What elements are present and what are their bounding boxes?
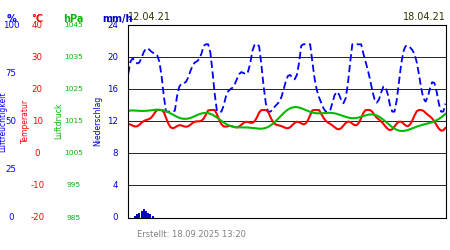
Text: 50: 50: [6, 117, 17, 126]
Text: 0: 0: [112, 213, 118, 222]
Bar: [140, 211, 143, 218]
Text: 18.04.21: 18.04.21: [403, 12, 446, 22]
Text: 40: 40: [32, 20, 43, 30]
Bar: [145, 211, 147, 218]
Text: mm/h: mm/h: [103, 14, 133, 24]
Text: 995: 995: [66, 182, 81, 188]
Bar: [152, 216, 153, 218]
Text: 1045: 1045: [64, 22, 83, 28]
Text: 0: 0: [35, 149, 40, 158]
Text: -10: -10: [30, 181, 45, 190]
Text: 10: 10: [32, 117, 43, 126]
Text: Luftfeuchtigkeit: Luftfeuchtigkeit: [0, 91, 7, 152]
Text: 985: 985: [66, 214, 81, 220]
Text: °C: °C: [32, 14, 43, 24]
Text: Erstellt: 18.09.2025 13:20: Erstellt: 18.09.2025 13:20: [137, 230, 246, 238]
Text: Luftdruck: Luftdruck: [54, 103, 63, 140]
Text: 4: 4: [112, 181, 118, 190]
Text: 30: 30: [32, 52, 43, 62]
Text: %: %: [6, 14, 16, 24]
Bar: [138, 213, 140, 218]
Bar: [149, 214, 152, 218]
Text: 1015: 1015: [64, 118, 83, 124]
Text: 24: 24: [107, 20, 118, 30]
Text: -20: -20: [30, 213, 45, 222]
Bar: [134, 216, 136, 218]
Text: 1025: 1025: [64, 86, 83, 92]
Text: 20: 20: [32, 85, 43, 94]
Text: 100: 100: [3, 20, 19, 30]
Text: 16: 16: [107, 85, 118, 94]
Text: hPa: hPa: [63, 14, 84, 24]
Bar: [143, 210, 145, 218]
Text: Temperatur: Temperatur: [21, 99, 30, 143]
Text: 1035: 1035: [64, 54, 83, 60]
Bar: [136, 214, 138, 218]
Text: Niederschlag: Niederschlag: [94, 96, 103, 146]
Text: 8: 8: [112, 149, 118, 158]
Bar: [147, 213, 149, 218]
Text: 1005: 1005: [64, 150, 83, 156]
Text: 75: 75: [6, 68, 17, 78]
Text: 12: 12: [107, 117, 118, 126]
Text: 0: 0: [9, 213, 14, 222]
Text: 25: 25: [6, 165, 17, 174]
Text: 12.04.21: 12.04.21: [128, 12, 171, 22]
Text: 20: 20: [107, 52, 118, 62]
